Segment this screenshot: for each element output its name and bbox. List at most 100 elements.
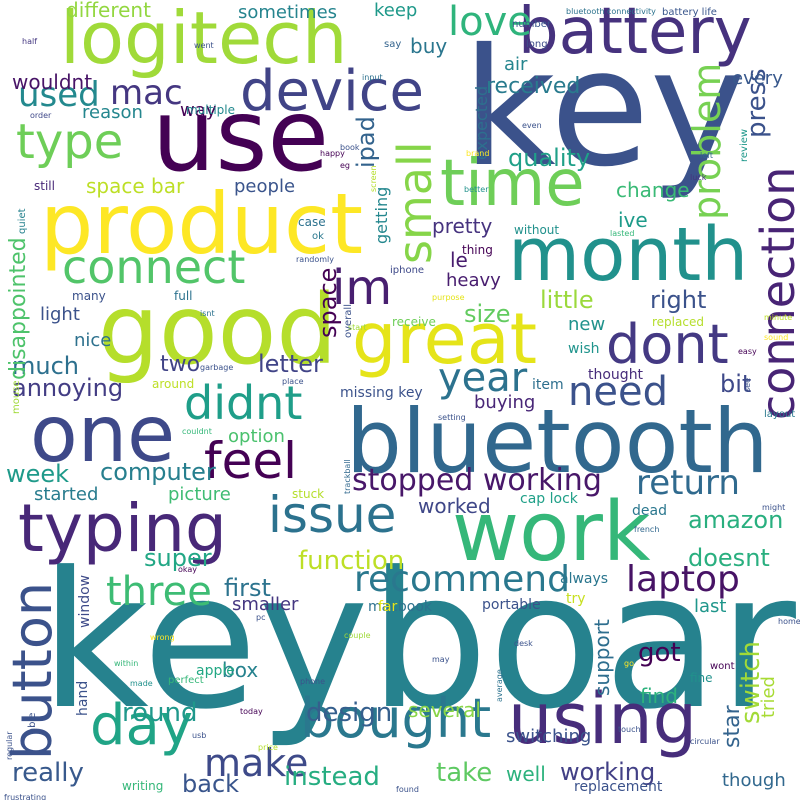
word-pc: pc xyxy=(256,613,266,622)
word-portable: portable xyxy=(482,597,541,613)
word-time: time xyxy=(440,147,585,221)
word-got: got xyxy=(638,638,681,668)
word-might: might xyxy=(762,503,786,512)
word-size: size xyxy=(464,300,511,328)
word-little: little xyxy=(540,286,594,314)
word-case: case xyxy=(298,215,326,229)
word-missing-key: missing key xyxy=(340,385,423,401)
word-fine: fine xyxy=(690,671,713,685)
word-different: different xyxy=(66,0,151,22)
word-design: design xyxy=(306,698,393,728)
word-item: item xyxy=(532,377,564,393)
word-super: super xyxy=(144,544,212,572)
word-bluetooth-connectivity: bluetooth connectivity xyxy=(566,7,656,16)
word-usb: usb xyxy=(192,731,207,740)
word-three: three xyxy=(106,569,212,615)
word-laptop: laptop xyxy=(626,559,740,600)
word-year: year xyxy=(438,355,528,401)
word-issue: issue xyxy=(268,486,397,544)
word-recommend: recommend xyxy=(354,559,570,600)
word-minute: minute xyxy=(764,313,793,322)
word-work: work xyxy=(452,485,651,580)
word-layout: layout xyxy=(764,409,796,420)
word-found: found xyxy=(396,785,419,794)
word-window: window xyxy=(77,574,93,628)
word-number: number xyxy=(512,19,552,30)
word-better: better xyxy=(464,185,489,194)
word-option: option xyxy=(228,426,285,447)
word-able: able xyxy=(27,712,38,734)
word-many: many xyxy=(72,289,106,303)
word-computer: computer xyxy=(100,458,216,486)
word-every: every xyxy=(732,68,783,89)
word-replacement: replacement xyxy=(574,779,663,795)
word-desk: desk xyxy=(514,639,533,648)
word-connection: connection xyxy=(751,166,800,420)
word-quiet: quiet xyxy=(17,208,28,234)
word-ive: ive xyxy=(618,208,648,232)
word-getting: getting xyxy=(372,186,391,244)
word-great: great xyxy=(352,298,538,380)
word-dead: dead xyxy=(632,503,667,519)
word-le: le xyxy=(450,248,468,272)
word-start: start xyxy=(348,323,367,332)
word-bluetooth: bluetooth xyxy=(346,390,769,493)
word-place: place xyxy=(282,377,304,386)
word-screen: screen xyxy=(369,165,378,192)
word-thought: thought xyxy=(588,367,644,383)
word-home: home xyxy=(778,617,800,626)
word-space-bar: space bar xyxy=(86,174,185,198)
word-phone: phone xyxy=(300,677,326,686)
word-way: way xyxy=(180,100,217,121)
word-setting: setting xyxy=(438,413,466,422)
word-support: support xyxy=(590,619,614,696)
word-keep: keep xyxy=(374,0,418,21)
word-last: last xyxy=(694,596,727,617)
word-round: round xyxy=(122,698,198,728)
word-replaced: replaced xyxy=(652,315,704,329)
word-good: good xyxy=(98,274,338,386)
word-luck: luck xyxy=(690,173,707,182)
word-say: say xyxy=(384,39,402,50)
word-space: space xyxy=(314,267,342,338)
word-french: french xyxy=(634,525,660,534)
word-thing: thing xyxy=(462,243,493,257)
word-logitech: logitech xyxy=(60,0,348,80)
word-feel: feel xyxy=(204,432,298,490)
word-touch: touch xyxy=(618,725,641,734)
word-stuck: stuck xyxy=(292,487,325,501)
word-garbage: garbage xyxy=(200,363,234,372)
word-device: device xyxy=(240,59,424,124)
word-doesnt: doesnt xyxy=(688,544,770,572)
word-instead: instead xyxy=(284,762,380,792)
word-iphone: iphone xyxy=(390,265,425,276)
word-even: even xyxy=(522,121,542,130)
word-easy: easy xyxy=(738,347,757,356)
word-stopped-working: stopped working xyxy=(352,463,602,498)
word-far: far xyxy=(378,599,398,615)
word-first: first xyxy=(224,574,271,602)
word-okay: okay xyxy=(178,565,198,574)
word-typing: typing xyxy=(18,490,227,567)
word-key: key xyxy=(462,15,746,203)
word-brand: brand xyxy=(466,149,490,158)
word-reason: reason xyxy=(82,102,143,123)
word-amazon: amazon xyxy=(688,506,784,534)
word-light: light xyxy=(40,304,80,325)
word-writing: writing xyxy=(122,779,164,793)
word-smaller: smaller xyxy=(232,594,299,615)
word-cap-lock: cap lock xyxy=(520,491,578,507)
word-lasted: lasted xyxy=(610,229,635,238)
word-make: make xyxy=(204,741,309,785)
word-didnt: didnt xyxy=(184,376,303,430)
word-really: really xyxy=(12,758,84,788)
word-switching: switching xyxy=(506,726,592,747)
word-much: much xyxy=(12,352,79,380)
word-air: air xyxy=(504,54,528,75)
word-wouldnt: wouldnt xyxy=(12,70,93,94)
word-well: well xyxy=(506,762,546,786)
word-happy: happy xyxy=(320,149,345,158)
word-worked: worked xyxy=(418,494,491,518)
word-around: around xyxy=(152,377,195,391)
